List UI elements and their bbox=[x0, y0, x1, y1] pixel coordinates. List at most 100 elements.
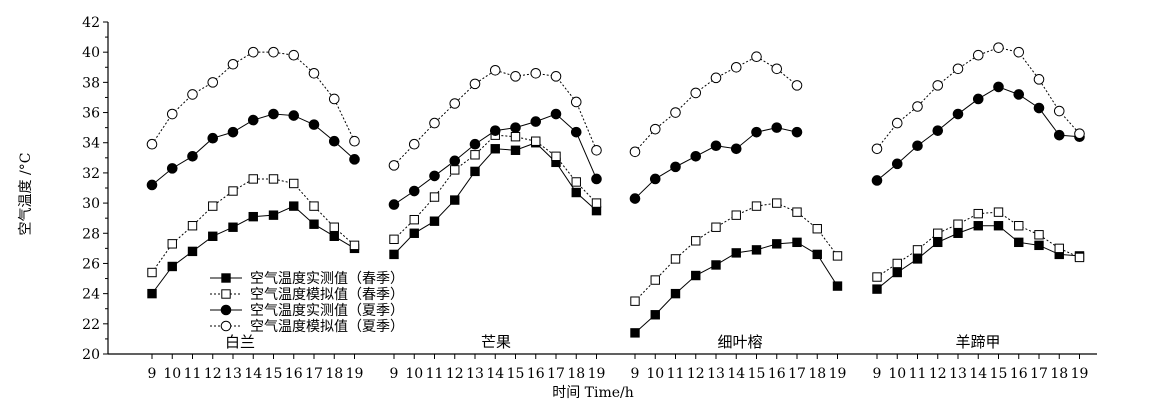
y-tick-label: 20 bbox=[82, 347, 100, 363]
x-tick-label: 14 bbox=[244, 366, 262, 382]
series-3 bbox=[629, 122, 803, 204]
data-point bbox=[187, 151, 198, 162]
panel-4 bbox=[871, 42, 1085, 294]
data-point bbox=[388, 199, 400, 210]
data-point bbox=[751, 126, 762, 138]
data-point bbox=[912, 245, 923, 255]
data-point bbox=[630, 328, 640, 338]
data-point bbox=[510, 131, 521, 142]
data-point bbox=[308, 68, 320, 79]
series-4 bbox=[629, 51, 803, 158]
data-point bbox=[166, 108, 178, 120]
data-point bbox=[952, 63, 964, 75]
data-point bbox=[731, 248, 741, 258]
y-tick-label: 28 bbox=[82, 226, 100, 242]
x-tick-label: 17 bbox=[1030, 366, 1048, 382]
panel-1 bbox=[146, 46, 360, 299]
data-point bbox=[1013, 89, 1025, 100]
data-point bbox=[912, 254, 923, 264]
data-point bbox=[187, 221, 198, 231]
data-point bbox=[993, 81, 1004, 93]
series-4 bbox=[871, 42, 1085, 155]
x-tick-label: 17 bbox=[547, 366, 565, 382]
y-tick-label: 24 bbox=[82, 287, 100, 303]
data-point bbox=[973, 208, 983, 219]
data-point bbox=[871, 143, 883, 155]
series-2 bbox=[630, 198, 843, 306]
data-point bbox=[308, 119, 320, 130]
y-tick-label: 22 bbox=[82, 317, 100, 333]
x-tick-label: 12 bbox=[929, 366, 947, 382]
data-point bbox=[550, 108, 562, 120]
data-point bbox=[207, 77, 219, 88]
x-tick-label: 14 bbox=[969, 366, 987, 382]
panel-label: 细叶榕 bbox=[717, 333, 762, 351]
y-tick-label: 42 bbox=[82, 15, 100, 31]
panel-label: 白兰 bbox=[225, 333, 255, 351]
data-point bbox=[429, 216, 440, 226]
series-2 bbox=[147, 174, 360, 278]
x-tick-label: 11 bbox=[909, 366, 927, 382]
data-point bbox=[711, 222, 721, 232]
data-point bbox=[469, 138, 481, 150]
data-point bbox=[812, 224, 822, 234]
series-line bbox=[151, 51, 355, 145]
data-point bbox=[146, 179, 158, 191]
data-point bbox=[268, 108, 279, 120]
x-tick-label: 18 bbox=[808, 366, 826, 382]
data-point bbox=[932, 80, 944, 91]
data-point bbox=[228, 222, 238, 232]
data-point bbox=[932, 125, 944, 136]
data-point bbox=[470, 150, 480, 160]
data-point bbox=[247, 114, 259, 126]
series-line bbox=[634, 127, 798, 199]
data-point bbox=[891, 158, 903, 170]
data-point bbox=[650, 310, 660, 320]
data-point bbox=[450, 195, 460, 205]
data-point bbox=[629, 146, 641, 158]
data-point bbox=[630, 296, 640, 306]
data-point bbox=[591, 173, 602, 185]
data-point bbox=[268, 210, 279, 220]
x-tick-label: 13 bbox=[224, 366, 242, 382]
series-4 bbox=[388, 64, 602, 171]
x-tick-label: 9 bbox=[390, 366, 399, 382]
series-2 bbox=[872, 207, 1085, 282]
data-point bbox=[730, 61, 742, 73]
x-tick-label: 10 bbox=[405, 366, 423, 382]
data-point bbox=[953, 228, 963, 238]
data-point bbox=[429, 117, 440, 129]
legend-marker bbox=[220, 304, 232, 316]
x-tick-label: 16 bbox=[527, 366, 545, 382]
data-point bbox=[309, 219, 319, 229]
data-point bbox=[711, 260, 721, 270]
series-4 bbox=[146, 46, 360, 150]
x-tick-label: 9 bbox=[631, 366, 640, 382]
data-point bbox=[690, 87, 702, 99]
legend: 空气温度实测值（春季）空气温度模拟值（春季）空气温度实测值（夏季）空气温度模拟值… bbox=[210, 271, 404, 335]
data-point bbox=[409, 228, 419, 238]
data-point bbox=[207, 132, 219, 144]
data-point bbox=[227, 126, 239, 138]
data-point bbox=[691, 270, 701, 281]
data-point bbox=[349, 135, 360, 147]
data-point bbox=[751, 51, 762, 63]
data-point bbox=[570, 126, 582, 138]
data-point bbox=[1053, 129, 1065, 141]
data-point bbox=[268, 46, 279, 58]
legend-entry: 空气温度实测值（春季） bbox=[210, 271, 404, 287]
data-point bbox=[791, 80, 803, 91]
x-tick-label: 11 bbox=[667, 366, 685, 382]
data-point bbox=[871, 175, 883, 186]
data-point bbox=[531, 136, 541, 146]
data-point bbox=[912, 101, 923, 112]
series-3 bbox=[146, 108, 360, 191]
x-tick-label: 18 bbox=[325, 366, 343, 382]
data-point bbox=[489, 64, 501, 76]
data-point bbox=[649, 173, 661, 185]
data-point bbox=[551, 151, 561, 162]
data-point bbox=[388, 160, 400, 171]
data-point bbox=[691, 236, 701, 246]
data-point bbox=[1074, 252, 1085, 263]
